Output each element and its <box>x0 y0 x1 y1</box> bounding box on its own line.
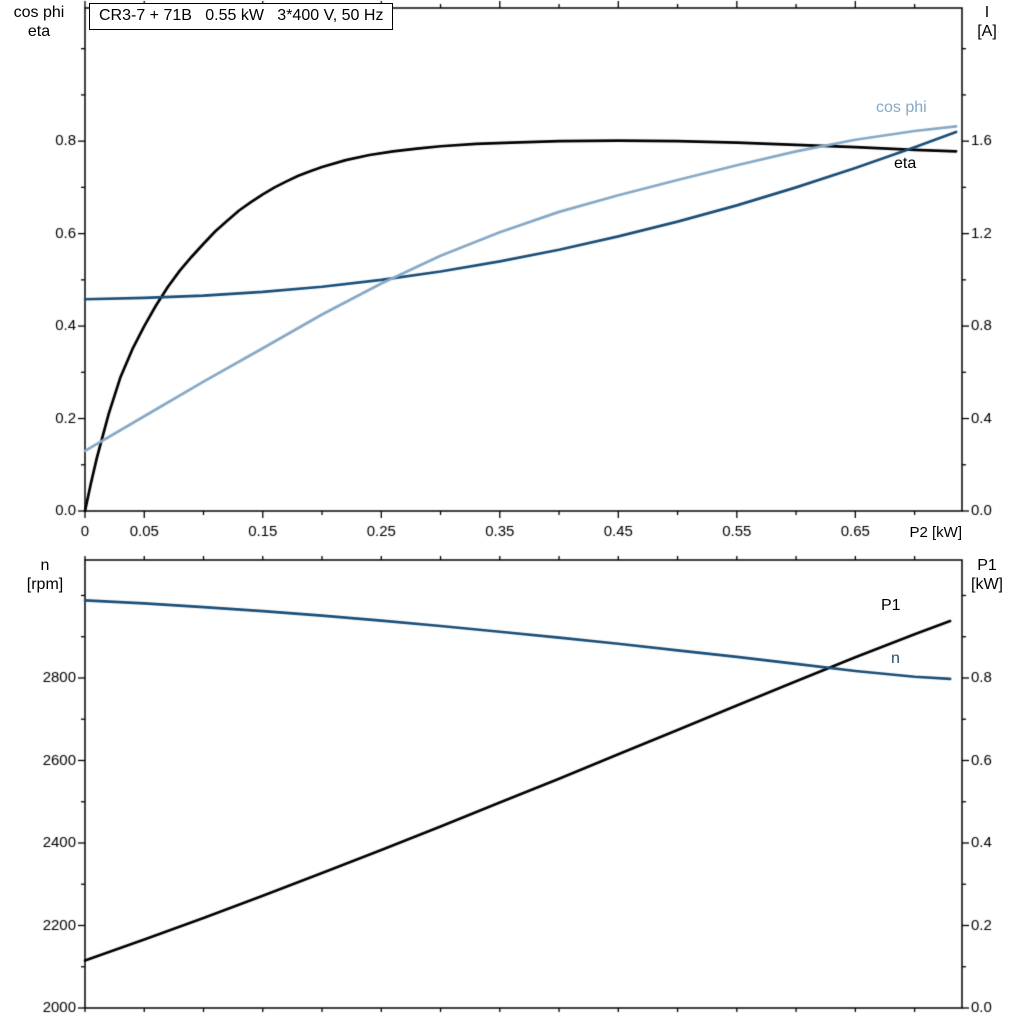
bottom-right-axis-title: P1 [kW] <box>956 556 1018 594</box>
top-left-axis-title: cos phi eta <box>4 3 74 41</box>
axis-title-p1-unit: [kW] <box>971 576 1003 593</box>
chart-title-box: CR3-7 + 71B 0.55 kW 3*400 V, 50 Hz <box>89 3 394 30</box>
x-axis-title: P2 [kW] <box>909 524 962 541</box>
axis-title-current-unit: [A] <box>977 23 997 40</box>
axis-title-current: I <box>984 4 990 21</box>
curve-label-p1: P1 <box>881 597 901 614</box>
axis-title-speed-unit: [rpm] <box>26 576 64 593</box>
curve-label-cos-phi: cos phi <box>876 99 927 116</box>
bottom-left-axis-title: n [rpm] <box>14 556 76 594</box>
axis-title-cos-phi: cos phi <box>13 4 65 21</box>
top-right-axis-title: I [A] <box>958 3 1016 41</box>
axis-title-speed: n <box>40 557 50 574</box>
curve-label-n: n <box>891 650 900 667</box>
axis-title-p1: P1 <box>977 557 997 574</box>
curve-label-eta: eta <box>894 155 917 172</box>
axis-title-eta: eta <box>27 23 51 40</box>
